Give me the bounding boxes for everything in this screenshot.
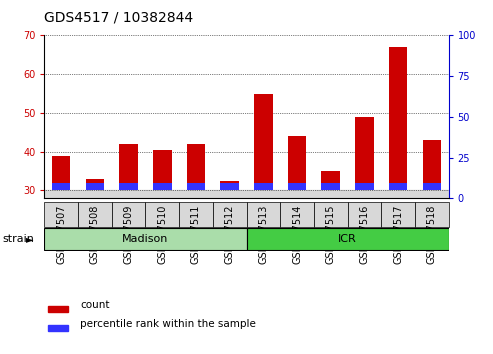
Bar	[381, 202, 415, 227]
Bar	[288, 136, 306, 190]
Bar	[314, 190, 348, 198]
Bar	[78, 202, 112, 227]
Text: GSM727513: GSM727513	[258, 204, 268, 264]
Text: ►: ►	[26, 234, 34, 244]
Bar	[246, 190, 280, 198]
Text: ICR: ICR	[338, 234, 357, 244]
Bar	[153, 150, 172, 190]
Bar	[280, 202, 314, 227]
Bar	[348, 202, 381, 227]
Bar	[314, 202, 348, 227]
Bar	[254, 93, 273, 190]
Text: GSM727507: GSM727507	[56, 204, 66, 264]
Bar	[355, 183, 374, 190]
Text: GSM727511: GSM727511	[191, 204, 201, 264]
Bar	[423, 140, 441, 190]
Bar	[112, 202, 145, 227]
Text: GSM727515: GSM727515	[326, 204, 336, 264]
Bar	[179, 202, 213, 227]
Bar	[119, 144, 138, 190]
Bar	[44, 190, 78, 198]
Bar	[187, 144, 205, 190]
Bar	[389, 47, 407, 190]
Bar	[145, 202, 179, 227]
Bar	[52, 156, 70, 190]
Bar	[78, 190, 112, 198]
Bar	[112, 190, 145, 198]
Bar	[415, 202, 449, 227]
Bar	[321, 171, 340, 190]
Bar	[381, 190, 415, 198]
Bar	[153, 183, 172, 190]
Bar	[246, 202, 280, 227]
Text: GSM727514: GSM727514	[292, 204, 302, 264]
Text: Madison: Madison	[122, 234, 169, 244]
Bar	[213, 202, 246, 227]
Bar	[415, 190, 449, 198]
Bar	[48, 325, 68, 331]
Bar	[52, 183, 70, 190]
Text: percentile rank within the sample: percentile rank within the sample	[80, 319, 256, 329]
Bar	[44, 202, 78, 227]
Text: GSM727512: GSM727512	[225, 204, 235, 264]
Text: GSM727509: GSM727509	[124, 204, 134, 264]
Bar	[179, 190, 213, 198]
Text: GSM727516: GSM727516	[359, 204, 369, 264]
Bar	[355, 117, 374, 190]
Bar	[86, 179, 104, 190]
Bar	[321, 183, 340, 190]
Bar	[280, 190, 314, 198]
Bar	[246, 228, 449, 250]
Bar	[145, 190, 179, 198]
Bar	[187, 183, 205, 190]
Bar	[288, 183, 306, 190]
Bar	[348, 190, 381, 198]
Text: strain: strain	[2, 234, 35, 244]
Bar	[220, 181, 239, 190]
Bar	[389, 183, 407, 190]
Text: GSM727518: GSM727518	[427, 204, 437, 264]
Bar	[48, 306, 68, 312]
Bar	[423, 183, 441, 190]
Bar	[44, 228, 247, 250]
Bar	[220, 183, 239, 190]
Bar	[213, 190, 246, 198]
Text: GSM727508: GSM727508	[90, 204, 100, 264]
Text: GSM727510: GSM727510	[157, 204, 167, 264]
Text: count: count	[80, 300, 109, 310]
Text: GSM727517: GSM727517	[393, 204, 403, 264]
Bar	[119, 183, 138, 190]
Bar	[86, 183, 104, 190]
Text: GDS4517 / 10382844: GDS4517 / 10382844	[44, 11, 193, 25]
Bar	[254, 183, 273, 190]
